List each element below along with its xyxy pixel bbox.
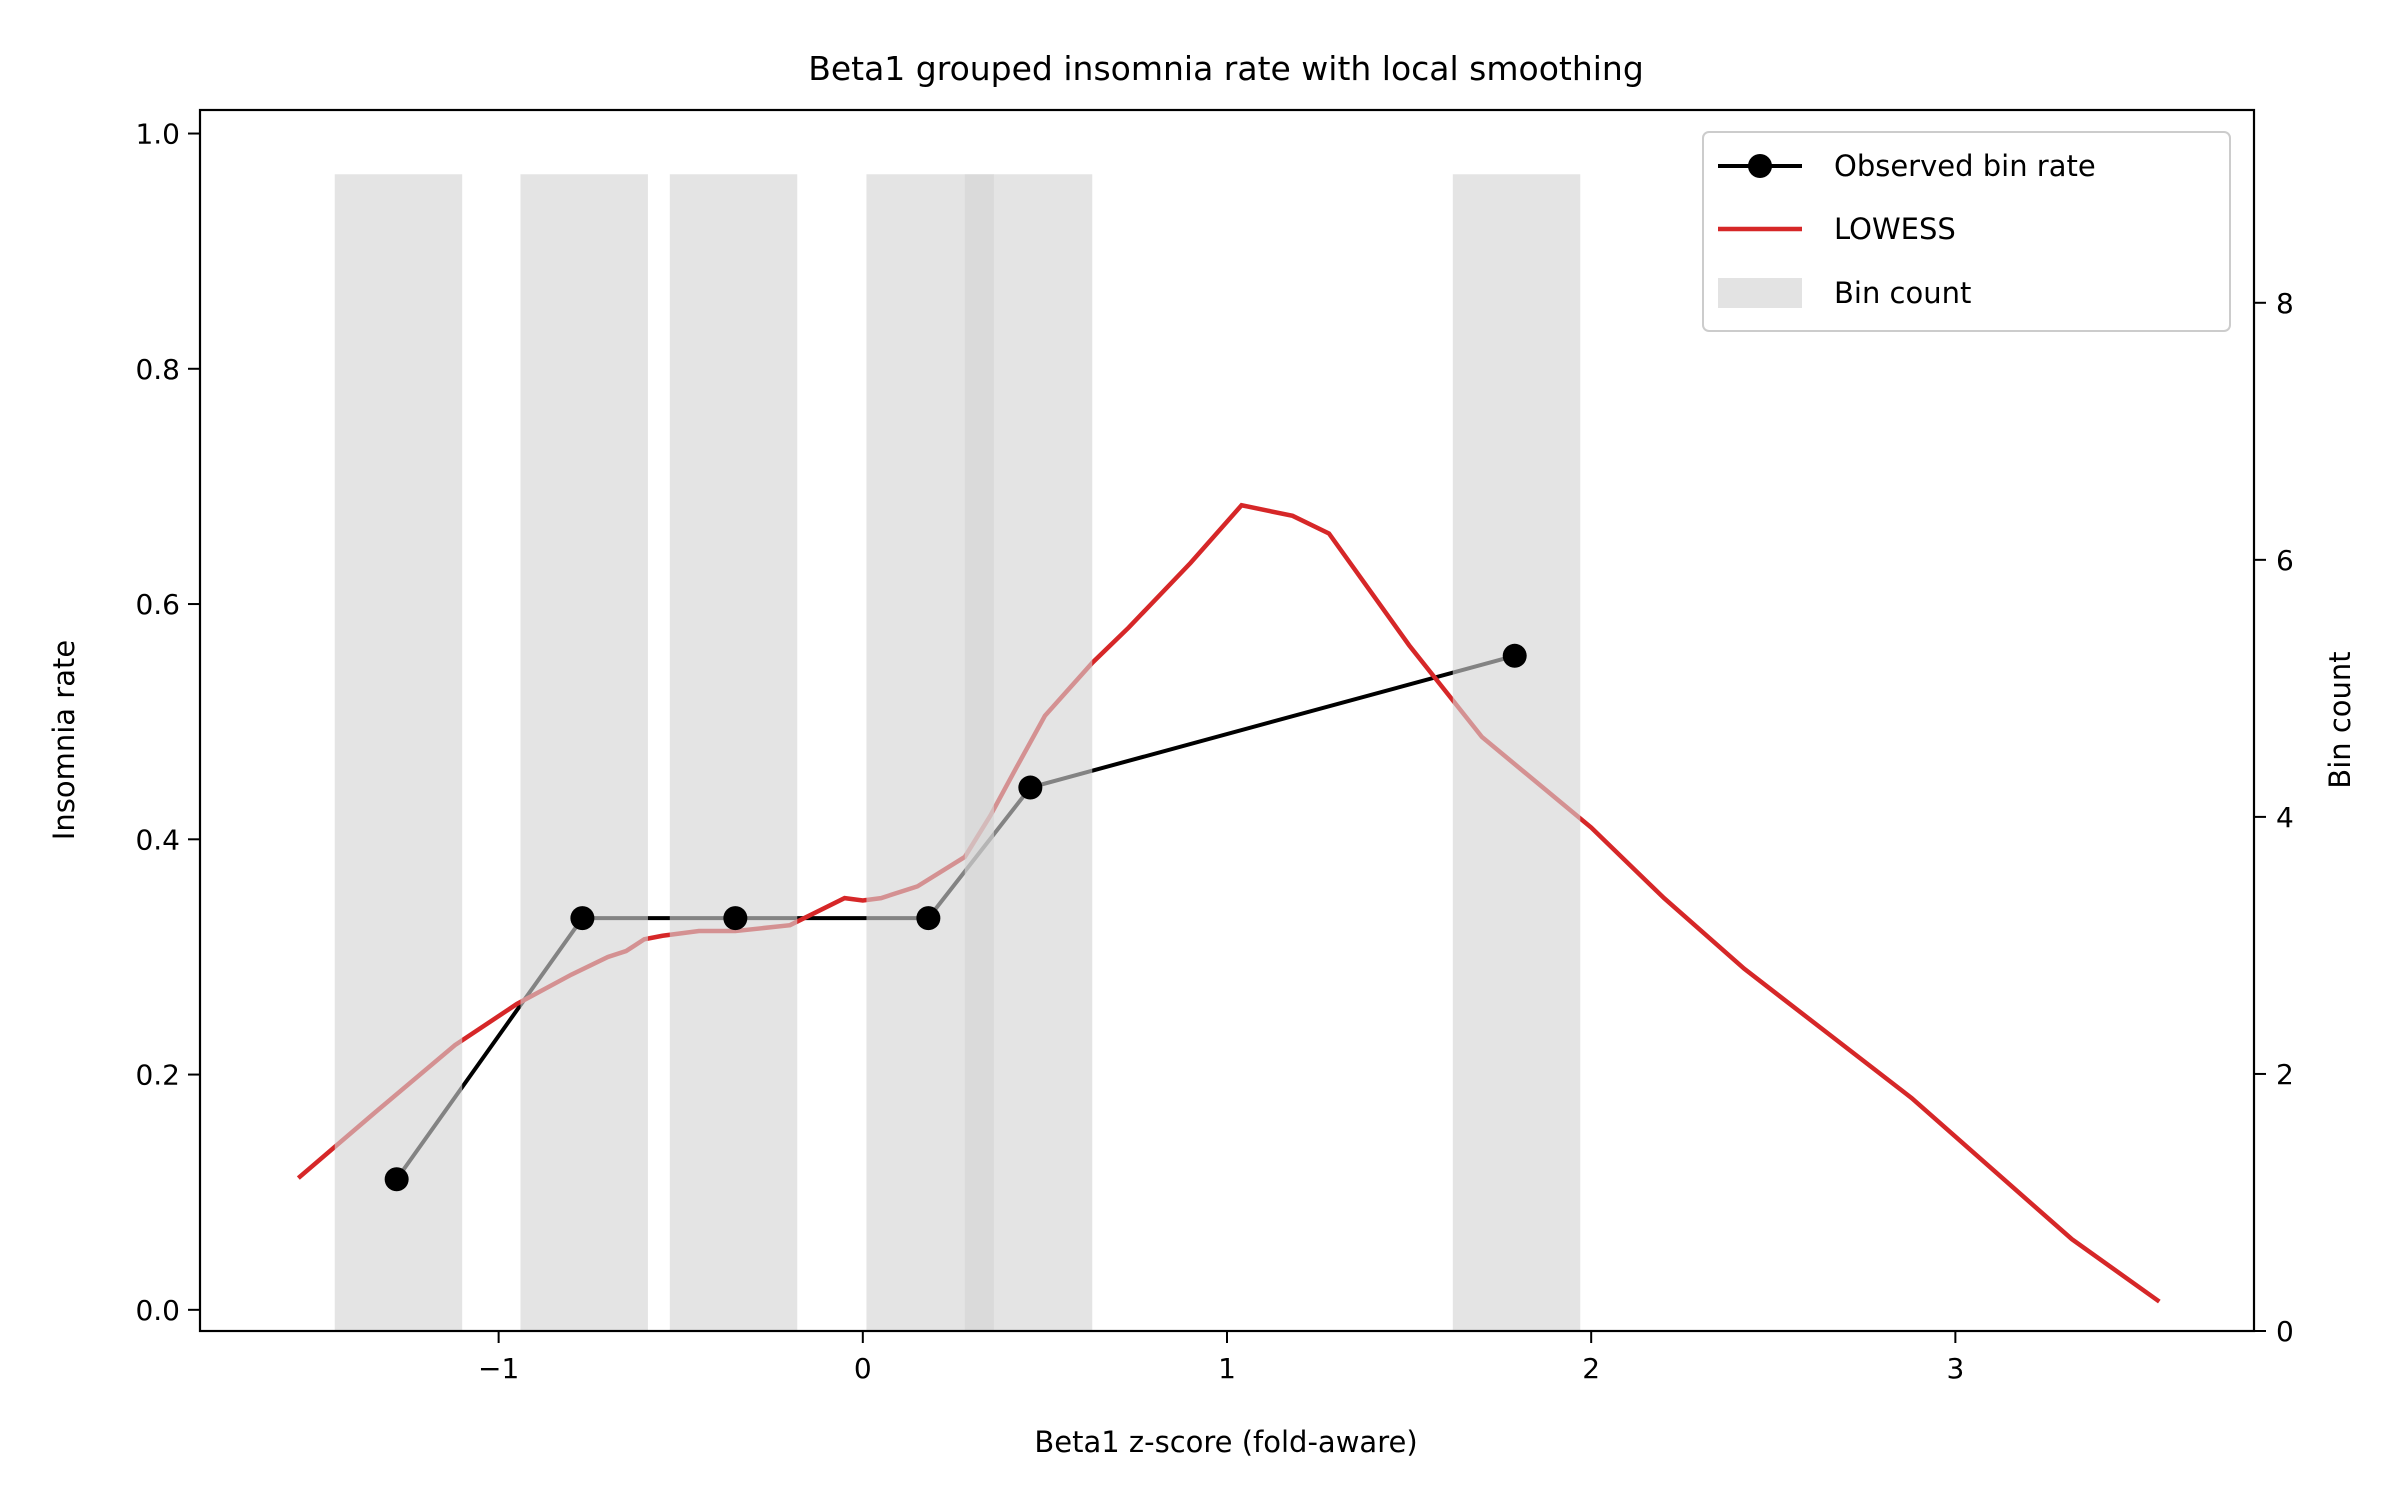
y-tick-label: 0.6 xyxy=(135,588,180,621)
observed-point xyxy=(1502,643,1527,668)
observed-point xyxy=(916,906,941,931)
right-axis-label: Bin count xyxy=(2323,651,2357,788)
legend-label-observed: Observed bin rate xyxy=(1834,149,2096,183)
observed-points xyxy=(384,643,1527,1192)
legend-bin-count-swatch xyxy=(1718,278,1802,308)
observed-point xyxy=(570,906,595,931)
bin-count-bar xyxy=(964,174,1093,1331)
x-axis-label: Beta1 z-score (fold-aware) xyxy=(1034,1425,1417,1459)
observed-point xyxy=(384,1167,409,1192)
bin-count-bars xyxy=(334,174,1581,1331)
y-axis-label: Insomnia rate xyxy=(47,640,81,840)
observed-point xyxy=(1018,775,1043,800)
x-tick-label: 2 xyxy=(1582,1352,1600,1385)
y-tick-label: 1.0 xyxy=(135,118,180,151)
right-axis-ticks: 0 2 4 6 8 xyxy=(2254,287,2294,1348)
legend: Observed bin rate LOWESS Bin count xyxy=(1702,131,2231,332)
x-axis-ticks: −1 0 1 2 3 xyxy=(478,1331,1964,1385)
y-tick-label: 0.8 xyxy=(135,353,180,386)
x-tick-label: −1 xyxy=(478,1352,519,1385)
right-tick-label: 6 xyxy=(2276,544,2294,577)
x-tick-label: 1 xyxy=(1218,1352,1236,1385)
y-tick-label: 0.4 xyxy=(135,823,180,856)
right-tick-label: 0 xyxy=(2276,1315,2294,1348)
y-tick-label: 0.2 xyxy=(135,1059,180,1092)
legend-box xyxy=(1702,131,2231,332)
y-tick-label: 0.0 xyxy=(135,1294,180,1327)
bin-count-bar xyxy=(669,174,798,1331)
legend-label-lowess: LOWESS xyxy=(1834,212,1956,246)
right-tick-label: 4 xyxy=(2276,801,2294,834)
x-tick-label: 0 xyxy=(854,1352,872,1385)
y-axis-ticks: 0.0 0.2 0.4 0.6 0.8 1.0 xyxy=(135,118,200,1327)
right-tick-label: 8 xyxy=(2276,287,2294,320)
legend-observed-marker-icon xyxy=(1748,154,1772,178)
bin-count-bar xyxy=(334,174,463,1331)
chart-title: Beta1 grouped insomnia rate with local s… xyxy=(808,49,1644,88)
legend-label-bin-count: Bin count xyxy=(1834,276,1971,310)
bin-count-bar xyxy=(1452,174,1581,1331)
x-tick-label: 3 xyxy=(1946,1352,1964,1385)
observed-point xyxy=(723,906,748,931)
right-tick-label: 2 xyxy=(2276,1058,2294,1091)
bin-count-bar xyxy=(520,174,648,1331)
